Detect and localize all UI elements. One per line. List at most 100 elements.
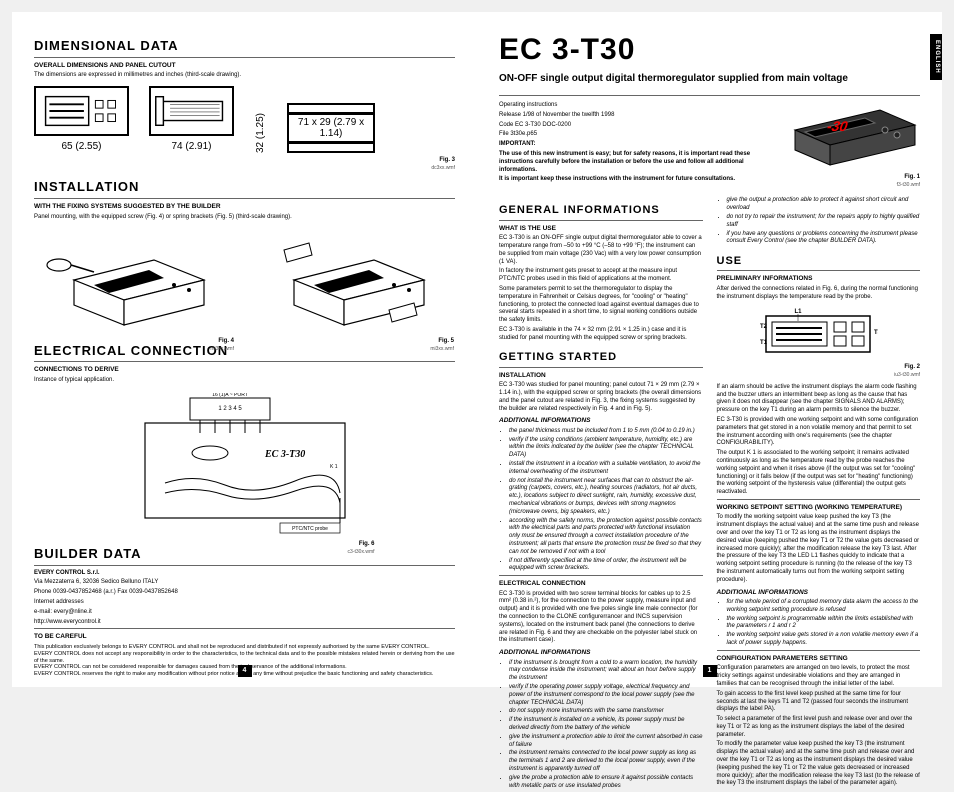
builder-heading: BUILDER DATA xyxy=(34,546,455,563)
list-item: give the instrument a protection able to… xyxy=(509,734,703,750)
ec-add-head: ADDITIONAL INFORMATIONS xyxy=(499,649,703,657)
important-head: IMPORTANT: xyxy=(499,141,777,149)
ec-p: EC 3-T30 is provided with two screw term… xyxy=(499,591,703,646)
list-item: do not try to repair the instrument; for… xyxy=(727,214,921,230)
divider xyxy=(499,95,920,96)
elec-note: Instance of typical application. xyxy=(34,377,455,385)
fig1-caption: Fig. 1 f3-t30.wmf xyxy=(785,174,920,190)
company-name: EVERY CONTROL S.r.l. xyxy=(34,570,455,578)
language-tab: ENGLISH xyxy=(930,34,942,80)
side-view-box xyxy=(149,86,234,136)
fig3-file: dc3xx.wmf xyxy=(34,165,455,172)
general-p2: In factory the instrument gets preset to… xyxy=(499,268,703,284)
wadd-list: for the whole period of a corrupted memo… xyxy=(717,599,921,648)
general-p3: Some parameters permit to set the thermo… xyxy=(499,286,703,325)
divider xyxy=(499,220,703,221)
company-url: http://www.everycontrol.it xyxy=(34,619,455,627)
elec-subheading: CONNECTIONS TO DERIVE xyxy=(34,366,455,374)
svg-text:K 1: K 1 xyxy=(330,464,338,470)
svg-text:L1: L1 xyxy=(795,309,803,315)
wadd-head: ADDITIONAL INFORMATIONS xyxy=(717,589,921,597)
content-columns: GENERAL INFORMATIONS WHAT IS THE USE EC … xyxy=(499,195,920,792)
conf-p2: To gain access to the first level keep p… xyxy=(717,691,921,714)
getting-heading: GETTING STARTED xyxy=(499,350,703,364)
fig6-file: c3-t30x.wmf xyxy=(348,549,375,555)
conf-p3: To select a parameter of the first level… xyxy=(717,716,921,739)
list-item: do not supply more instruments with the … xyxy=(509,708,703,716)
front-view-group: 65 (2.55) xyxy=(34,86,129,153)
fig2-caption: Fig. 2 iu3-t30.wmf xyxy=(717,364,921,380)
ec-head: ELECTRICAL CONNECTION xyxy=(499,580,703,588)
install-diagrams: Fig. 4 mi3xx.wmf Fig. 5 mi3xx.wm xyxy=(34,230,455,335)
fig3-label: Fig. 3 xyxy=(34,157,455,165)
use-heading: USE xyxy=(717,254,921,268)
conf-p1: Configuration parameters are arranged on… xyxy=(717,665,921,688)
height-label: 32 (1.25) xyxy=(254,113,267,153)
fig5-diagram: Fig. 5 mi3xx.wmf xyxy=(254,230,454,335)
fig5-label: Fig. 5 xyxy=(438,338,454,344)
conf-head: CONFIGURATION PARAMETERS SETTING xyxy=(717,655,921,663)
what-head: WHAT IS THE USE xyxy=(499,225,703,233)
wset-head: WORKING SETPOINT SETTING (WORKING TEMPER… xyxy=(717,504,921,512)
inst-p: EC 3-T30 was studied for panel mounting;… xyxy=(499,382,703,413)
svg-text:1 2 3 4 5: 1 2 3 4 5 xyxy=(218,406,242,412)
front-panel-svg xyxy=(36,86,127,136)
board-label-text: EC 3-T30 xyxy=(264,449,305,460)
install-subheading: WITH THE FIXING SYSTEMS SUGGESTED BY THE… xyxy=(34,203,455,211)
k1-p: The output K 1 is associated to the work… xyxy=(717,450,921,497)
fig1-svg: -30 xyxy=(785,100,920,170)
fig1-label: Fig. 1 xyxy=(904,174,920,180)
list-item: the working setpoint value gets stored i… xyxy=(727,632,921,648)
add-head: ADDITIONAL INFORMATIONS xyxy=(499,417,703,425)
wset-p: To modify the working setpoint value kee… xyxy=(717,514,921,584)
prelim-p: After derived the connections related in… xyxy=(717,286,921,302)
list-item: the instrument remains connected to the … xyxy=(509,750,703,773)
list-item: the working setpoint is programmable wit… xyxy=(727,616,921,632)
product-title: EC 3-T30 xyxy=(499,30,920,69)
side-panel-svg xyxy=(151,86,232,136)
list-item: give the output a protection able to pro… xyxy=(727,197,921,213)
fig5-caption: Fig. 5 mi3xx.wmf xyxy=(254,338,454,354)
probe-label: PTC/NTC probe xyxy=(292,526,328,532)
meta-l2: Release 1/98 of November the twelfth 199… xyxy=(499,112,777,120)
page-right: ENGLISH EC 3-T30 ON-OFF single output di… xyxy=(477,12,942,687)
prelim-head: PRELIMINARY INFORMATIONS xyxy=(717,275,921,283)
company-net: Internet addresses xyxy=(34,599,455,607)
general-p4: EC 3-T30 is available in the 74 × 32 mm … xyxy=(499,327,703,343)
datasheet-spread: DIMENSIONAL DATA OVERALL DIMENSIONS AND … xyxy=(12,12,942,687)
elec-svg: 1 2 3 4 5 16 (1)A ~ PORT EC 3-T30 K 1 PT… xyxy=(115,393,375,538)
cutout-group: 71 x 29 (2.79 x 1.14) xyxy=(287,103,375,153)
general-p1: EC 3-T30 is an ON-OFF single output digi… xyxy=(499,235,703,266)
company-address: Via Mezzaterra 6, 32036 Sedico Belluno I… xyxy=(34,579,455,587)
divider xyxy=(34,361,455,362)
care-p1: This publication exclusively belongs to … xyxy=(34,644,455,651)
meta-l3: Code EC 3-T30 DOC-0200 xyxy=(499,122,777,130)
top-list: give the output a protection able to pro… xyxy=(717,197,921,246)
list-item: if not differently specified at the time… xyxy=(509,558,703,574)
general-heading: GENERAL INFORMATIONS xyxy=(499,203,703,217)
fig4-diagram: Fig. 4 mi3xx.wmf xyxy=(34,230,234,335)
company-email: e-mail: every@nline.it xyxy=(34,609,455,617)
divider xyxy=(34,565,455,566)
column-2: give the output a protection able to pro… xyxy=(717,195,921,792)
important-body2: It is important keep these instructions … xyxy=(499,176,777,184)
list-item: if the instrument is brought from a cold… xyxy=(509,660,703,683)
list-item: if the instrument is installed on a vehi… xyxy=(509,717,703,733)
care-heading: TO BE CAREFUL xyxy=(34,633,455,641)
install-add-list: the panel thickness must be included fro… xyxy=(499,428,703,573)
electrical-diagram: 1 2 3 4 5 16 (1)A ~ PORT EC 3-T30 K 1 PT… xyxy=(115,393,375,538)
fig4-label: Fig. 4 xyxy=(218,338,234,344)
list-item: for the whole period of a corrupted memo… xyxy=(727,599,921,615)
divider xyxy=(717,270,921,271)
svg-text:16 (1)A ~ PORT: 16 (1)A ~ PORT xyxy=(212,393,248,398)
dimensional-heading: DIMENSIONAL DATA xyxy=(34,38,455,55)
fig6-label: Fig. 6 xyxy=(359,541,375,547)
cutout-text: 71 x 29 (2.79 x 1.14) xyxy=(289,115,373,141)
meta-l1: Operating instructions xyxy=(499,102,777,110)
page-number-right: 1 xyxy=(703,665,717,677)
fig2-label: Fig. 2 xyxy=(904,364,920,370)
side-view-group: 74 (2.91) xyxy=(149,86,234,153)
dim-note: The dimensions are expressed in millimet… xyxy=(34,72,455,80)
care-p2: EVERY CONTROL does not accept any respon… xyxy=(34,651,455,665)
svg-text:T1: T1 xyxy=(760,340,768,346)
